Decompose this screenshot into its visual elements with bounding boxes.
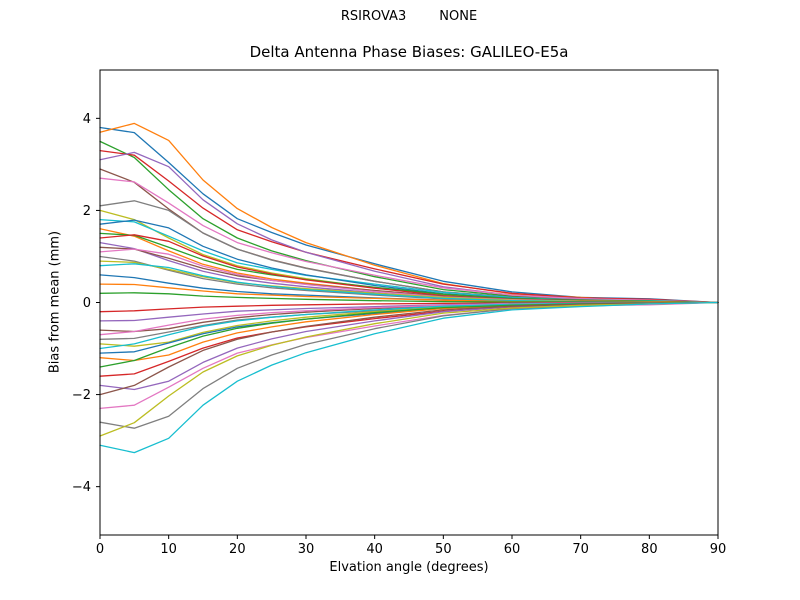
x-tick-label: 10 xyxy=(160,542,177,557)
x-tick-label: 30 xyxy=(298,542,315,557)
chart-title: Delta Antenna Phase Biases: GALILEO-E5a xyxy=(249,43,569,61)
x-tick-label: 50 xyxy=(435,542,452,557)
x-tick-label: 40 xyxy=(366,542,383,557)
series-line-4 xyxy=(99,151,719,304)
x-tick-label: 70 xyxy=(572,542,589,557)
series-line-35 xyxy=(99,301,719,396)
series-line-6 xyxy=(99,177,719,304)
x-tick-label: 80 xyxy=(641,542,658,557)
series-line-38 xyxy=(99,301,719,437)
y-tick-label: 2 xyxy=(83,204,91,219)
x-tick-label: 20 xyxy=(229,542,246,557)
figure-suptitle: RSIROVA3 NONE xyxy=(340,9,478,24)
y-tick-label: −2 xyxy=(72,388,91,403)
x-axis-label: Elvation angle (degrees) xyxy=(329,560,489,575)
y-axis-label: Bias from mean (mm) xyxy=(47,230,63,374)
x-tick-label: 90 xyxy=(710,542,727,557)
x-tick-label: 0 xyxy=(96,542,104,557)
y-tick-label: 4 xyxy=(83,112,91,127)
y-tick-label: −4 xyxy=(72,480,91,495)
y-tick-label: 0 xyxy=(83,296,91,311)
series-line-39 xyxy=(99,301,719,454)
x-tick-label: 60 xyxy=(504,542,521,557)
